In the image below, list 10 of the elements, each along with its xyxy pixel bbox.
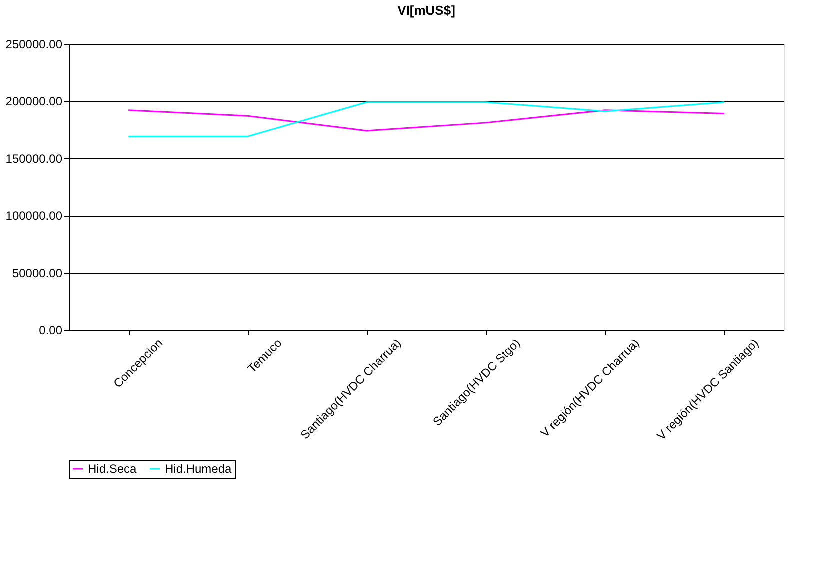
y-tick-label: 250000.00	[6, 38, 63, 52]
chart-title: VI[mUS$]	[398, 3, 456, 18]
legend-label: Hid.Seca	[88, 462, 138, 476]
y-tick-label: 0.00	[39, 324, 63, 338]
line-series	[128, 110, 726, 132]
y-tick-label: 200000.00	[6, 94, 63, 109]
y-tick-label: 150000.00	[6, 152, 63, 166]
y-tick-label: 50000.00	[12, 266, 63, 280]
y-tick-label: 100000.00	[6, 209, 63, 224]
legend-label: Hid.Humeda	[165, 462, 232, 476]
